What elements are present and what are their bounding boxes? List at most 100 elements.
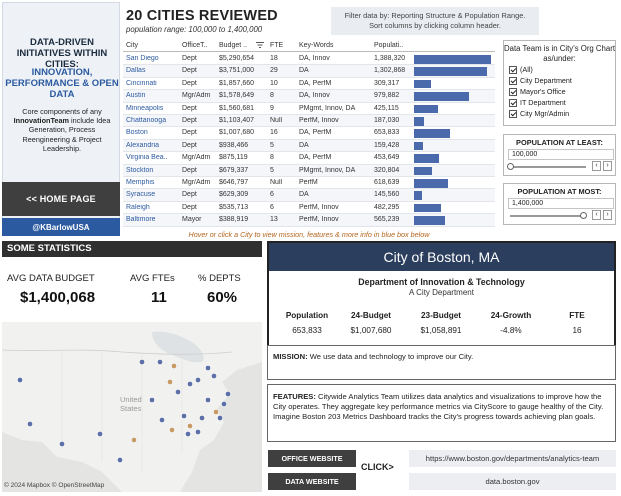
city-map-marker[interactable] xyxy=(211,373,217,379)
population-max-increment[interactable]: › xyxy=(603,210,612,220)
population-bar[interactable] xyxy=(414,92,469,101)
office-website-button[interactable]: OFFICE WEBSITE xyxy=(268,450,356,467)
table-row[interactable]: Dallas Dept $3,751,000 29 DA 1,302,868 xyxy=(123,65,495,78)
population-bar[interactable] xyxy=(414,179,449,188)
population-bar[interactable] xyxy=(414,67,487,76)
table-row[interactable]: Baltimore Mayor $388,919 13 PerfM, Innov 565,… xyxy=(123,214,495,227)
table-row[interactable]: Austin Mgr/Adm $1,578,649 8 DA, Innov 979,882 xyxy=(123,90,495,103)
city-map-marker[interactable] xyxy=(139,359,145,365)
city-map-marker[interactable] xyxy=(205,365,211,371)
population-bar[interactable] xyxy=(414,55,492,64)
city-link[interactable]: Boston xyxy=(126,129,148,137)
city-map-marker[interactable] xyxy=(221,401,227,407)
city-link[interactable]: Minneapolis xyxy=(126,104,164,112)
table-row[interactable]: Raleigh Dept $535,713 6 PerfM, Innov 482,295 xyxy=(123,202,495,215)
city-map-marker[interactable] xyxy=(157,359,163,365)
col-population-header[interactable]: Populati.. xyxy=(374,42,404,49)
city-link[interactable]: Raleigh xyxy=(126,203,150,211)
city-map-marker[interactable] xyxy=(225,391,231,397)
city-map-marker[interactable] xyxy=(167,379,173,385)
table-row[interactable]: Stockton Dept $679,337 5 PMgmt, Innov, DA 320… xyxy=(123,164,495,177)
table-row[interactable]: Boston Dept $1,007,680 16 DA, PerfM 653,833 xyxy=(123,127,495,140)
city-link[interactable]: Alexandria xyxy=(126,141,160,149)
population-bar[interactable] xyxy=(414,166,432,176)
map-canvas[interactable]: United States xyxy=(2,322,262,492)
filter-option-mayors-office[interactable]: Mayor's Office xyxy=(509,87,566,96)
checkbox-checked-icon[interactable] xyxy=(509,65,517,74)
population-bar[interactable] xyxy=(414,191,423,200)
office-website-url[interactable]: https://www.boston.gov/departments/analy… xyxy=(409,450,616,467)
city-map-marker[interactable] xyxy=(181,413,187,419)
table-row[interactable]: Virginia Bea.. Mgr/Adm $875,119 8 DA, PerfM 4… xyxy=(123,152,495,165)
city-map-marker[interactable] xyxy=(27,421,33,427)
city-map-marker[interactable] xyxy=(175,389,181,395)
city-link[interactable]: Baltimore xyxy=(126,216,156,224)
city-map-marker[interactable] xyxy=(199,415,205,421)
col-fte-header[interactable]: FTE xyxy=(270,42,284,49)
city-map-marker[interactable] xyxy=(149,397,155,403)
city-map-marker[interactable] xyxy=(213,409,219,415)
city-map-marker[interactable] xyxy=(187,381,193,387)
population-min-increment[interactable]: › xyxy=(603,161,612,171)
home-page-button[interactable]: << HOME PAGE xyxy=(2,182,120,216)
table-row[interactable]: Syracuse Dept $629,309 6 DA 145,560 xyxy=(123,189,495,202)
city-link[interactable]: Stockton xyxy=(126,166,154,174)
city-map[interactable]: United States xyxy=(2,322,262,492)
filter-option-it-department[interactable]: IT Department xyxy=(509,98,566,107)
city-map-marker[interactable] xyxy=(171,363,177,369)
population-bar[interactable] xyxy=(414,129,451,138)
col-budget-header[interactable]: Budget .. xyxy=(219,42,248,49)
population-max-slider-track[interactable] xyxy=(510,215,586,217)
population-max-decrement[interactable]: ‹ xyxy=(592,210,601,220)
city-map-marker[interactable] xyxy=(17,377,23,383)
table-row[interactable]: Alexandria Dept $938,466 5 DA 159,428 xyxy=(123,139,495,153)
city-map-marker[interactable] xyxy=(187,423,193,429)
city-link[interactable]: Chattanooga xyxy=(126,117,167,124)
population-bar[interactable] xyxy=(414,79,432,89)
checkbox-checked-icon[interactable] xyxy=(509,98,517,107)
city-link[interactable]: Virginia Bea.. xyxy=(126,154,168,162)
checkbox-checked-icon[interactable] xyxy=(509,109,517,118)
city-link[interactable]: Syracuse xyxy=(126,191,156,199)
table-row[interactable]: San Diego Dept $5,290,654 18 DA, Innov 1,388,… xyxy=(123,53,495,66)
city-link[interactable]: Austin xyxy=(126,92,146,100)
sort-descending-icon[interactable] xyxy=(256,41,265,49)
table-row[interactable]: Minneapolis Dept $1,560,681 9 PMgmt, Innov, … xyxy=(123,103,495,115)
city-map-marker[interactable] xyxy=(217,415,223,421)
population-bar[interactable] xyxy=(414,203,441,213)
table-row[interactable]: Chattanooga Dept $1,103,407 Null PerfM, Inno… xyxy=(123,115,495,128)
population-max-input[interactable]: 1,400,000 xyxy=(508,198,614,209)
city-map-marker[interactable] xyxy=(195,377,201,383)
data-website-url[interactable]: data.boston.gov xyxy=(409,473,616,490)
col-city-header[interactable]: City xyxy=(126,42,139,49)
city-map-marker[interactable] xyxy=(185,431,191,437)
population-min-input[interactable]: 100,000 xyxy=(508,149,614,160)
table-row[interactable]: Memphis Mgr/Adm $646,797 Null PerfM 618,639 xyxy=(123,177,495,190)
population-min-slider-track[interactable] xyxy=(510,166,586,168)
col-office-header[interactable]: OfficeT.. xyxy=(182,42,208,49)
city-map-marker[interactable] xyxy=(195,429,201,435)
city-link[interactable]: Dallas xyxy=(126,67,146,75)
twitter-handle-link[interactable]: @KBarlowUSA xyxy=(2,218,120,236)
filter-option-city-department[interactable]: City Department xyxy=(509,76,572,85)
city-map-marker[interactable] xyxy=(131,437,137,443)
city-link[interactable]: Memphis xyxy=(126,179,155,186)
population-bar[interactable] xyxy=(414,154,440,163)
city-map-marker[interactable] xyxy=(169,427,175,433)
population-bar[interactable] xyxy=(414,117,425,126)
checkbox-checked-icon[interactable] xyxy=(509,87,517,96)
city-map-marker[interactable] xyxy=(59,441,65,447)
population-bar[interactable] xyxy=(414,216,446,225)
population-min-decrement[interactable]: ‹ xyxy=(592,161,601,171)
city-link[interactable]: San Diego xyxy=(126,55,159,62)
data-website-button[interactable]: DATA WEBSITE xyxy=(268,473,356,490)
filter-option-all[interactable]: (All) xyxy=(509,65,533,74)
city-map-marker[interactable] xyxy=(97,431,103,437)
city-map-marker[interactable] xyxy=(117,457,123,463)
city-map-marker[interactable] xyxy=(205,397,211,403)
city-map-marker[interactable] xyxy=(159,417,165,423)
checkbox-checked-icon[interactable] xyxy=(509,76,517,85)
population-bar[interactable] xyxy=(414,104,438,114)
population-max-slider-knob[interactable] xyxy=(580,212,587,219)
filter-option-city-mgr-admin[interactable]: City Mgr/Admin xyxy=(509,109,569,118)
